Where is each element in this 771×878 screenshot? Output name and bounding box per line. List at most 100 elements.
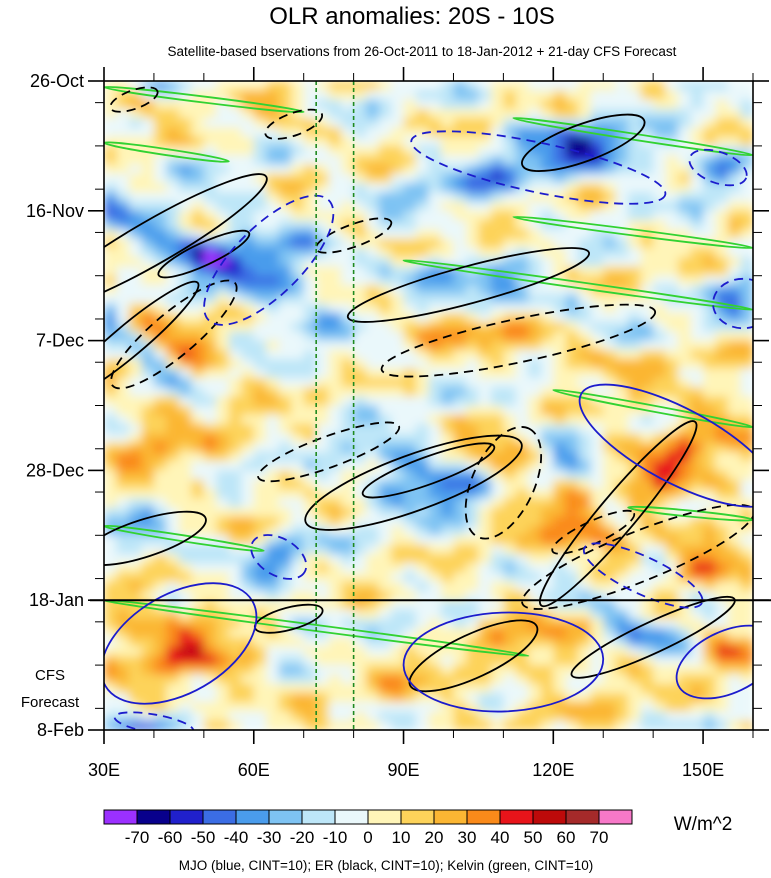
field-cell (628, 711, 642, 722)
field-cell (104, 572, 118, 583)
field-cell (428, 331, 442, 342)
field-cell (465, 498, 480, 509)
field-cell (104, 516, 118, 527)
field-cell (178, 720, 192, 730)
field-cell (465, 526, 480, 536)
field-cell (465, 553, 480, 564)
field-cell (216, 173, 230, 184)
field-cell (453, 294, 467, 305)
field-cell (378, 90, 392, 101)
field-cell (378, 424, 392, 434)
y-tick-label: 7-Dec (36, 331, 84, 351)
field-cell (553, 266, 567, 277)
field-cell (453, 349, 467, 360)
field-cell (141, 405, 155, 416)
field-cell (291, 349, 305, 360)
colorbar-swatch (532, 809, 567, 825)
field-cell (628, 312, 642, 323)
field-cell (465, 229, 480, 240)
field-cell (490, 414, 504, 425)
field-cell (391, 136, 405, 147)
field-cell (241, 461, 255, 471)
field-cell (228, 674, 242, 685)
field-cell (453, 553, 467, 564)
field-cell (465, 368, 480, 379)
field-cell (303, 238, 317, 249)
field-cell (353, 702, 367, 713)
field-cell (128, 563, 143, 573)
field-cell (316, 470, 330, 481)
field-cell (528, 692, 542, 703)
field-cell (341, 247, 355, 258)
field-cell (553, 461, 567, 471)
field-cell (116, 386, 130, 397)
field-cell (628, 99, 642, 110)
field-cell (440, 247, 455, 258)
field-cell (490, 544, 504, 555)
mjo-contour-neg (410, 130, 667, 205)
field-cell (391, 127, 405, 138)
field-cell (391, 646, 405, 657)
field-cell (715, 433, 729, 444)
field-cell (540, 405, 554, 416)
field-cell (366, 349, 380, 360)
field-cell (553, 182, 567, 193)
field-cell (316, 526, 330, 536)
field-cell (653, 479, 667, 490)
field-cell (603, 99, 617, 110)
field-cell (478, 368, 492, 379)
field-cell (453, 451, 467, 462)
field-cell (241, 90, 255, 101)
field-cell (391, 182, 405, 193)
field-cell (278, 201, 292, 212)
field-cell (316, 461, 330, 471)
field-cell (740, 322, 753, 332)
field-cell (141, 266, 155, 277)
field-cell (391, 451, 405, 462)
field-cell (565, 711, 579, 722)
mjo-contour-pos (675, 624, 753, 700)
field-cell (291, 674, 305, 685)
field-cell (266, 331, 280, 342)
field-cell (241, 164, 255, 175)
field-cell (665, 90, 679, 101)
field-cell (678, 405, 692, 416)
field-cell (590, 628, 604, 638)
field-cell (628, 331, 642, 342)
field-cell (104, 544, 118, 555)
field-cell (690, 609, 704, 620)
field-cell (403, 563, 417, 573)
field-cell (740, 118, 753, 128)
field-cell (478, 563, 492, 573)
field-cell (728, 526, 742, 536)
field-cell (665, 182, 679, 193)
field-cell (203, 553, 217, 564)
field-cell (328, 173, 342, 184)
field-cell (366, 600, 380, 611)
field-cell (116, 553, 130, 564)
field-cell (391, 247, 405, 258)
field-cell (703, 192, 717, 203)
field-cell (515, 405, 529, 416)
field-cell (341, 118, 355, 128)
field-cell (166, 359, 180, 370)
field-cell (553, 507, 567, 518)
field-cell (665, 386, 679, 397)
field-cell (728, 711, 742, 722)
field-cell (104, 488, 118, 499)
field-cell (478, 655, 492, 666)
field-cell (228, 646, 242, 657)
field-cell (715, 507, 729, 518)
field-cell (316, 488, 330, 499)
field-cell (490, 488, 504, 499)
field-cell (728, 590, 742, 601)
field-cell (278, 516, 292, 527)
field-cell (540, 563, 554, 573)
field-cell (578, 257, 592, 268)
field-cell (166, 322, 180, 332)
field-cell (428, 674, 442, 685)
field-cell (703, 331, 717, 342)
field-cell (416, 81, 430, 91)
field-cell (253, 284, 267, 295)
field-cell (291, 655, 305, 666)
